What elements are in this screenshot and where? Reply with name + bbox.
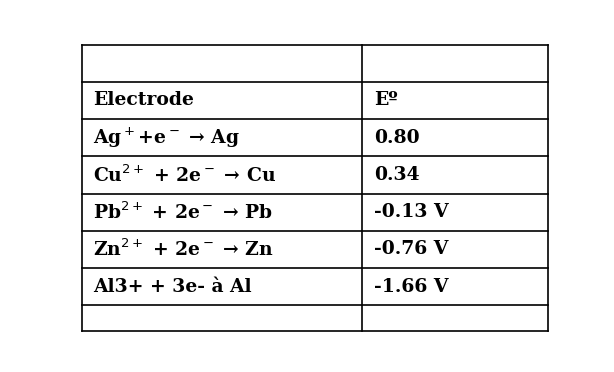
Text: Cu$^{2+}$ + 2e$^-$ → Cu: Cu$^{2+}$ + 2e$^-$ → Cu [93, 164, 276, 186]
Text: Eº: Eº [374, 92, 398, 109]
Text: 0.34: 0.34 [374, 166, 420, 184]
Text: Zn$^{2+}$ + 2e$^-$ → Zn: Zn$^{2+}$ + 2e$^-$ → Zn [93, 238, 274, 260]
Text: Ag$^+$+e$^-$ → Ag: Ag$^+$+e$^-$ → Ag [93, 126, 241, 150]
Text: 0.80: 0.80 [374, 129, 420, 147]
Text: Pb$^{2+}$ + 2e$^-$ → Pb: Pb$^{2+}$ + 2e$^-$ → Pb [93, 201, 273, 223]
Text: -0.13 V: -0.13 V [374, 203, 449, 221]
Text: -0.76 V: -0.76 V [374, 240, 449, 259]
Text: Electrode: Electrode [93, 92, 194, 109]
Text: -1.66 V: -1.66 V [374, 278, 449, 296]
Text: Al3+ + 3e- à Al: Al3+ + 3e- à Al [93, 278, 252, 296]
